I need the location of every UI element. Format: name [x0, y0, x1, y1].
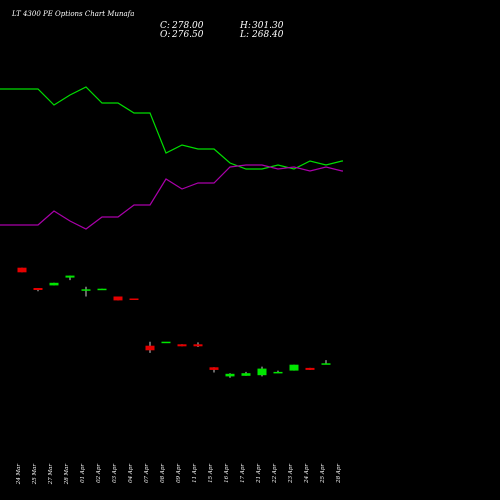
x-tick-label: 27 Mar: [48, 464, 54, 486]
candle-body-down: [17, 267, 27, 273]
candle: [177, 344, 187, 347]
candle: [257, 366, 267, 377]
low-value: 268.40: [251, 30, 284, 40]
x-tick-label: 08 Apr: [160, 464, 166, 483]
x-tick-label: 22 Apr: [272, 464, 278, 484]
candle: [33, 288, 43, 292]
candle: [17, 267, 27, 273]
candle: [145, 341, 155, 353]
candle-body-up: [81, 289, 91, 291]
x-tick-label: 01 Apr: [80, 464, 86, 483]
candle: [129, 298, 139, 300]
candle: [81, 286, 91, 297]
overlay-line-green: [0, 86, 343, 170]
open-label: O:: [160, 30, 170, 40]
candle: [225, 373, 235, 378]
candle: [305, 367, 315, 370]
candle-body-up: [65, 275, 75, 278]
x-tick-label: 24 Mar: [16, 464, 22, 486]
candle-body-up: [257, 368, 267, 376]
candle-body-up: [321, 363, 331, 365]
candle-body-down: [305, 367, 315, 370]
x-tick-label: 21 Apr: [256, 464, 262, 484]
candle: [241, 371, 251, 376]
high-value: 301.30: [252, 21, 284, 31]
candle-body-down: [113, 296, 123, 301]
x-tick-label: 04 Apr: [128, 464, 134, 483]
low-label: L:: [239, 30, 249, 40]
x-tick-label: 25 Apr: [320, 464, 326, 484]
high-label: H:: [239, 21, 251, 31]
close-label: C:: [160, 21, 170, 31]
candle-body-up: [49, 282, 59, 286]
x-tick-label: 15 Apr: [208, 464, 214, 483]
candle-body-up: [97, 288, 107, 291]
candle-body-up: [273, 371, 283, 374]
candle: [273, 370, 283, 374]
x-tick-label: 11 Apr: [192, 464, 198, 483]
candle: [321, 360, 331, 365]
close-value: 278.00: [171, 21, 204, 31]
x-axis-labels: 24 Mar 25 Mar 27 Mar 28 Mar 01 Apr 02 Apr 03 A…: [16, 464, 342, 486]
candle-body-up: [161, 341, 171, 344]
x-tick-label: 17 Apr: [240, 464, 246, 483]
chart-title: LT 4300 PE Options Chart Munafa: [11, 10, 134, 18]
candle-body-down: [193, 344, 203, 347]
candle-body-down: [129, 298, 139, 300]
candles: [17, 267, 331, 378]
x-tick-label: 07 Apr: [144, 464, 150, 483]
candle: [161, 341, 171, 344]
candle: [289, 364, 299, 371]
candle: [65, 275, 75, 281]
candle-body-down: [145, 345, 155, 351]
candle-body-up: [225, 373, 235, 377]
candle: [97, 288, 107, 291]
x-tick-label: 28 Mar: [64, 464, 70, 486]
candle: [193, 342, 203, 347]
overlay-lines: [0, 86, 343, 230]
candle: [49, 282, 59, 286]
candle-body-down: [177, 344, 187, 347]
x-tick-label: 03 Apr: [112, 464, 118, 483]
x-tick-label: 28 Apr: [336, 464, 342, 484]
x-tick-label: 23 Apr: [288, 464, 294, 484]
open-value: 276.50: [171, 30, 204, 40]
x-tick-label: 16 Apr: [224, 464, 230, 483]
candle: [209, 367, 219, 373]
candle: [113, 296, 123, 301]
x-tick-label: 09 Apr: [176, 464, 182, 483]
candle-body-up: [241, 373, 251, 376]
x-tick-label: 02 Apr: [96, 464, 102, 483]
candle-body-down: [209, 367, 219, 370]
overlay-line-magenta: [0, 164, 343, 230]
candle-body-down: [33, 288, 43, 290]
x-tick-label: 25 Mar: [32, 464, 38, 486]
candle-body-up: [289, 364, 299, 371]
x-tick-label: 24 Apr: [304, 464, 310, 484]
